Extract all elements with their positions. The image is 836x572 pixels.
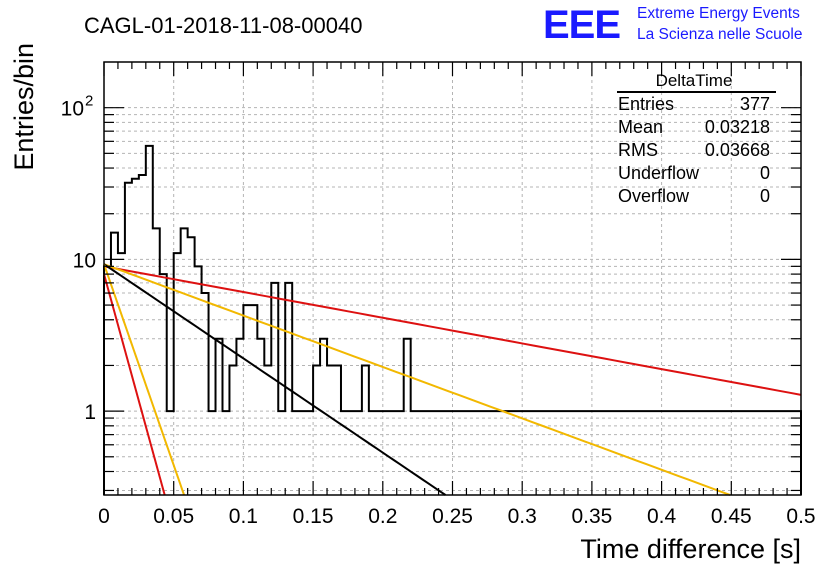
stats-label-underflow: Underflow bbox=[618, 163, 700, 183]
x-tick-label: 0.2 bbox=[368, 505, 397, 528]
fit-line-3 bbox=[103, 263, 185, 496]
logo-line-1: Extreme Energy Events bbox=[637, 5, 800, 22]
fit-line-2 bbox=[103, 263, 447, 496]
y-tick-label: 10 bbox=[73, 249, 96, 272]
stats-value-mean: 0.03218 bbox=[705, 117, 770, 137]
fit-line-4 bbox=[103, 273, 166, 496]
grid bbox=[104, 62, 801, 495]
x-tick-label: 0.5 bbox=[786, 505, 815, 528]
y-tick-label: 1 bbox=[84, 401, 96, 424]
y-axis-title: Entries/bin bbox=[9, 43, 39, 171]
stats-value-entries: 377 bbox=[740, 94, 770, 114]
y-tick-label: 10 bbox=[61, 98, 84, 121]
y-tick-exponent: 2 bbox=[85, 93, 93, 110]
stats-box: DeltaTime Entries 377 Mean 0.03218 RMS 0… bbox=[617, 71, 776, 206]
stats-label-entries: Entries bbox=[618, 94, 674, 114]
stats-value-rms: 0.03668 bbox=[705, 140, 770, 160]
fit-line-0 bbox=[103, 265, 802, 396]
stats-name: DeltaTime bbox=[656, 71, 733, 90]
fit-lines bbox=[103, 263, 802, 496]
x-tick-label: 0.4 bbox=[647, 505, 677, 528]
stats-label-mean: Mean bbox=[618, 117, 663, 137]
fit-line-1 bbox=[103, 263, 731, 496]
stats-label-rms: RMS bbox=[618, 140, 658, 160]
x-tick-label: 0.3 bbox=[508, 505, 537, 528]
stats-value-underflow: 0 bbox=[760, 163, 770, 183]
x-tick-label: 0.05 bbox=[153, 505, 194, 528]
x-tick-label: 0.15 bbox=[293, 505, 334, 528]
stats-label-overflow: Overflow bbox=[618, 186, 690, 206]
stats-value-overflow: 0 bbox=[760, 186, 770, 206]
x-tick-label: 0.45 bbox=[711, 505, 752, 528]
axes: 0 0.05 0.1 0.15 0.2 0.25 0.3 0.35 0.4 0.45 0.5 1 10 1… bbox=[61, 61, 816, 528]
x-tick-label: 0.25 bbox=[432, 505, 473, 528]
logo-text: EEE bbox=[543, 3, 620, 47]
x-tick-label: 0 bbox=[98, 505, 110, 528]
eee-logo: EEE Extreme Energy Events La Scienza nel… bbox=[543, 3, 802, 47]
histogram-outline bbox=[103, 144, 802, 495]
chart-title: CAGL-01-2018-11-08-00040 bbox=[84, 13, 362, 38]
x-tick-label: 0.1 bbox=[229, 505, 258, 528]
histogram-bins bbox=[103, 144, 802, 495]
x-tick-label: 0.35 bbox=[571, 505, 612, 528]
logo-line-2: La Scienza nelle Scuole bbox=[637, 26, 802, 43]
x-axis-title: Time difference [s] bbox=[580, 534, 801, 564]
